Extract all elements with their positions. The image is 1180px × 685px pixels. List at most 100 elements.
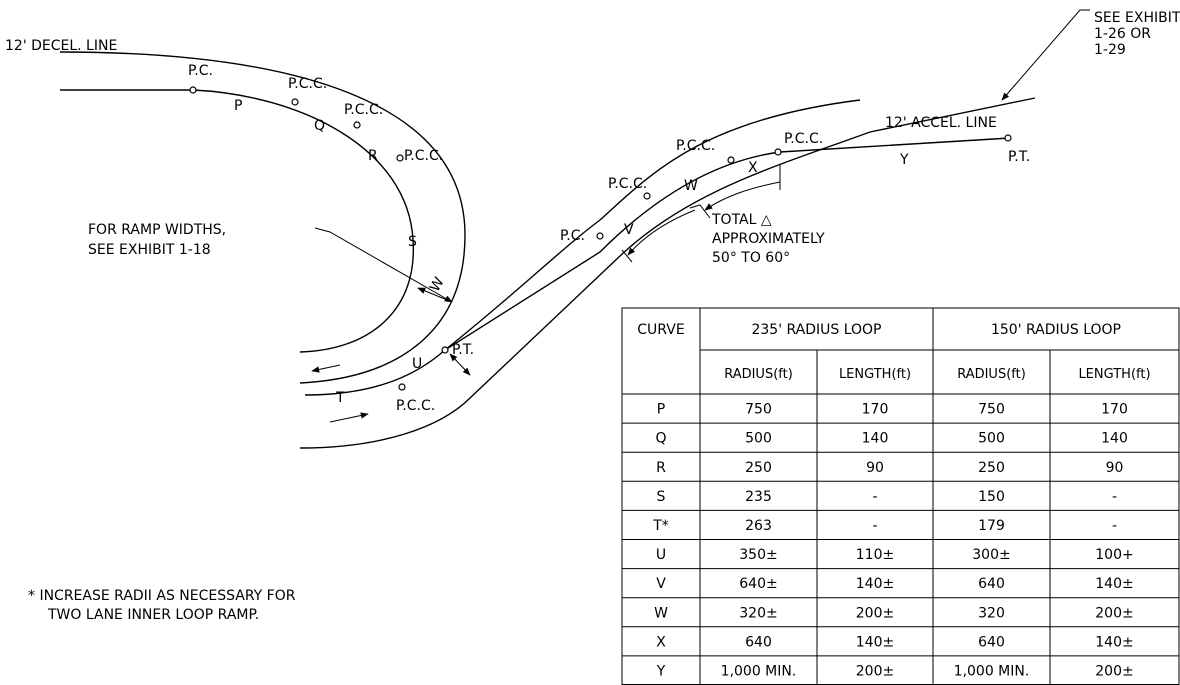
point — [396, 154, 404, 162]
drawing-label: TOTAL △ — [711, 212, 772, 228]
table-cell: 90 — [1106, 460, 1124, 476]
table-cell: 200± — [856, 605, 894, 621]
point — [441, 346, 449, 354]
drawing-label: P.C. — [188, 63, 213, 79]
table-cell: 179 — [978, 518, 1005, 534]
table-cell: Q — [655, 431, 666, 447]
drawing-label: P.C.C. — [404, 148, 443, 164]
table-cell: 250 — [745, 460, 772, 476]
table-cell: 640 — [978, 634, 1005, 650]
drawing-label: P.C.C. — [676, 138, 715, 154]
drawing-label: U — [412, 356, 422, 372]
table-cell: Y — [656, 663, 666, 679]
drawing-label: P.C. — [560, 228, 585, 244]
roadway-lines — [59, 51, 1036, 449]
point — [291, 98, 299, 106]
table-cell: 640 — [978, 576, 1005, 592]
table-cell: 140 — [1101, 431, 1128, 447]
point — [398, 383, 406, 391]
outer-loop-edge — [59, 51, 466, 384]
table-cell: R — [656, 460, 666, 476]
table-cell: V — [656, 576, 666, 592]
table-cell: 90 — [866, 460, 884, 476]
table-cell: 640± — [739, 576, 777, 592]
table-cell: P — [657, 402, 665, 418]
table-cell: 140± — [1095, 576, 1133, 592]
labels: 12' DECEL. LINE P.C. P P.C.C. Q P.C.C. R P.C.C.… — [5, 10, 1180, 623]
inner-loop-edge — [60, 89, 415, 353]
leader — [314, 227, 453, 303]
table-subheader: RADIUS(ft) — [724, 367, 793, 382]
table-cell: 140± — [856, 576, 894, 592]
width-dim — [449, 353, 471, 376]
table-cell: 300± — [972, 547, 1010, 563]
table-cell: U — [656, 547, 666, 563]
table-header: CURVE — [637, 322, 684, 338]
table-cell: 140± — [1095, 634, 1133, 650]
table-cell: 1,000 MIN. — [954, 663, 1030, 679]
table-cell: 500 — [978, 431, 1005, 447]
leader — [1001, 9, 1090, 101]
drawing-label: SEE EXHIBIT 1-18 — [88, 242, 211, 258]
table-cell: 1,000 MIN. — [721, 663, 797, 679]
table-cell: 110± — [856, 547, 894, 563]
table-cell: 320± — [739, 605, 777, 621]
drawing-label: P.T. — [452, 342, 474, 358]
table-cell: 263 — [745, 518, 772, 534]
table-cell: - — [872, 489, 877, 505]
drawing-label: P.T. — [1008, 149, 1030, 165]
drawing-label: Q — [314, 118, 325, 134]
table-cell: 200± — [1095, 663, 1133, 679]
table-cell: 320 — [978, 605, 1005, 621]
ramp-centerline — [304, 137, 1011, 396]
table-cell: S — [657, 489, 666, 505]
drawing-label: P.C.C. — [344, 102, 383, 118]
table-subheader: LENGTH(ft) — [839, 367, 911, 382]
drawing-label: 12' DECEL. LINE — [5, 38, 117, 54]
drawing-label: 1-29 — [1094, 42, 1126, 58]
table-cell: 170 — [1101, 402, 1128, 418]
drawing-label: W — [684, 178, 698, 194]
drawing-label: R — [368, 148, 378, 164]
drawing-label: X — [748, 160, 758, 176]
table-cell: - — [872, 518, 877, 534]
point — [774, 148, 782, 156]
table-cell: 235 — [745, 489, 772, 505]
footnote: TWO LANE INNER LOOP RAMP. — [47, 607, 259, 623]
drawing-label: APPROXIMATELY — [712, 231, 825, 247]
drawing-label: Y — [899, 152, 909, 168]
table-header: 150' RADIUS LOOP — [991, 322, 1121, 338]
table-cell: 140± — [856, 634, 894, 650]
table-subheader: LENGTH(ft) — [1078, 367, 1150, 382]
drawing-label: P — [234, 98, 242, 114]
ramp-edge — [299, 97, 1036, 449]
table-header: 235' RADIUS LOOP — [751, 322, 881, 338]
drawing-label: 1-26 OR — [1094, 26, 1151, 42]
table-cell: 170 — [862, 402, 889, 418]
ramp-inner-edge — [444, 99, 861, 351]
tick — [621, 249, 633, 263]
width-dim — [417, 287, 453, 303]
direction-arrow — [311, 364, 341, 373]
point — [643, 192, 651, 200]
arrows — [311, 9, 1090, 423]
drawing-label: P.C.C. — [608, 176, 647, 192]
drawing-label: 12' ACCEL. LINE — [885, 115, 997, 131]
table-cell: 500 — [745, 431, 772, 447]
table-cell: 140 — [862, 431, 889, 447]
point — [727, 156, 735, 164]
point — [596, 232, 604, 240]
table-cell: - — [1112, 518, 1117, 534]
table-cell: T* — [652, 518, 669, 534]
drawing-label: P.C.C. — [784, 131, 823, 147]
point — [1004, 134, 1012, 142]
table-cell: X — [656, 634, 666, 650]
leader — [689, 204, 711, 219]
angle-arc — [627, 209, 696, 256]
point — [189, 86, 197, 94]
angle-arc — [704, 181, 781, 211]
drawing-label: 50° TO 60° — [712, 250, 790, 266]
drawing-label: S — [408, 234, 417, 250]
table-subheader: RADIUS(ft) — [957, 367, 1026, 382]
footnote: * INCREASE RADII AS NECESSARY FOR — [28, 588, 296, 604]
